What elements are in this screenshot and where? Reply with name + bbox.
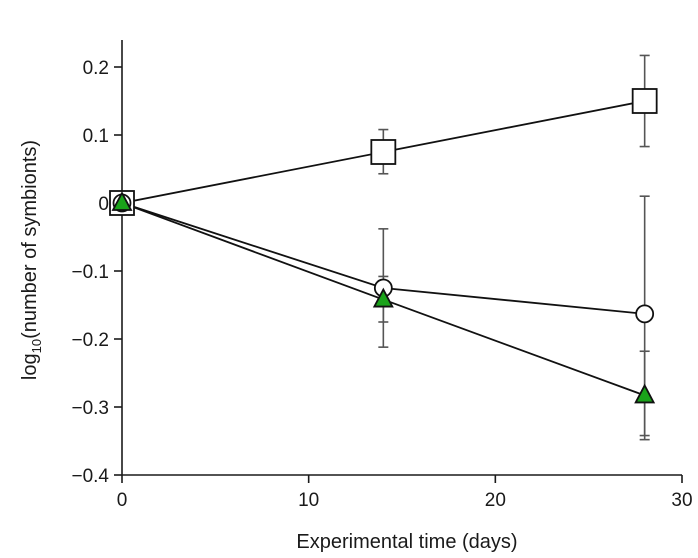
- x-axis-title: Experimental time (days): [296, 531, 517, 553]
- data-point-triangle: [111, 191, 133, 211]
- data-point-circle: [635, 304, 655, 324]
- y-axis-title: log10(number of symbionts): [19, 140, 44, 380]
- x-tick-label: 0: [117, 490, 128, 511]
- x-tick-label: 30: [671, 490, 692, 511]
- y-axis-title-main: log: [19, 353, 41, 380]
- y-tick-label: −0.3: [71, 398, 109, 419]
- data-point-triangle: [634, 383, 656, 404]
- y-tick-label: 0: [98, 194, 109, 215]
- y-axis-title-rest: (number of symbionts): [19, 140, 41, 339]
- data-point-square: [631, 88, 658, 114]
- y-axis-title-subscript: 10: [29, 339, 44, 353]
- y-ticks: 0.2 0.1 0 −0.1 −0.2 −0.3 −0.4: [71, 58, 122, 487]
- y-tick-label: −0.2: [71, 330, 109, 351]
- plot-area: [109, 54, 658, 441]
- y-tick-label: 0.1: [83, 126, 109, 147]
- data-point-triangle: [372, 287, 394, 308]
- x-tick-label: 10: [298, 490, 319, 511]
- y-tick-label: −0.4: [71, 466, 109, 487]
- x-tick-label: 20: [485, 490, 506, 511]
- data-point-square: [370, 139, 397, 165]
- y-tick-label: −0.1: [71, 262, 109, 283]
- y-tick-label: 0.2: [83, 58, 109, 79]
- x-ticks: 0 10 20 30: [117, 475, 693, 511]
- axes: [121, 40, 682, 476]
